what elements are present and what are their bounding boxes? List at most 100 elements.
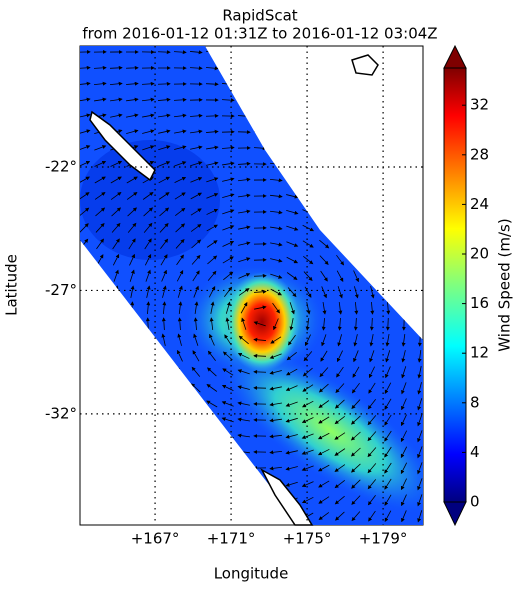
wind-arrow [384, 510, 392, 522]
wind-arrow [417, 462, 423, 475]
wind-arrow [350, 415, 361, 425]
wind-arrow [190, 177, 203, 183]
wind-arrow [80, 223, 89, 233]
wind-arrow [400, 462, 408, 475]
wind-arrow [80, 192, 90, 200]
wind-arrow [238, 257, 251, 263]
wind-arrow [384, 382, 392, 395]
wind-arrow [335, 383, 345, 394]
wind-arrow [385, 334, 390, 347]
wind-arrow [302, 224, 315, 232]
wind-arrow [301, 496, 314, 504]
wind-arrow [192, 270, 200, 282]
wind-arrow [238, 225, 251, 230]
wind-arrow [286, 241, 299, 247]
wind-arrow [302, 367, 313, 377]
wind-arrow [269, 418, 282, 423]
wind-arrow [158, 113, 171, 118]
wind-arrow [285, 481, 298, 487]
wind-arrow [143, 222, 153, 233]
wind-arrow [287, 334, 296, 346]
wind-arrow [400, 446, 408, 459]
wind-arrow [130, 285, 135, 298]
wind-arrow [417, 446, 423, 459]
wind-arrow [368, 510, 376, 522]
wind-arrow [208, 285, 216, 298]
wind-arrow [353, 334, 358, 347]
wind-arrow [238, 335, 249, 345]
wind-arrow [80, 161, 91, 167]
wind-arrow [142, 192, 154, 200]
x-tick-label: +179° [359, 530, 408, 548]
wind-arrow [334, 432, 346, 440]
wind-arrow [354, 286, 359, 299]
wind-arrow [206, 224, 218, 232]
wind-arrow [80, 129, 91, 135]
wind-arrow [80, 113, 91, 118]
wind-arrow [207, 270, 217, 281]
wind-arrow [351, 399, 361, 410]
wind-arrow [318, 512, 330, 521]
wind-arrow [175, 223, 186, 233]
wind-arrow [162, 301, 167, 315]
wind-arrow [317, 432, 330, 440]
wind-arrow [286, 351, 297, 361]
wind-arrow [161, 333, 166, 346]
wind-arrow [354, 301, 359, 315]
wind-arrow [190, 208, 202, 216]
wind-arrow [384, 414, 392, 426]
wind-arrow [225, 301, 231, 314]
wind-arrow [269, 210, 283, 215]
wind-arrow [194, 301, 199, 314]
wind-arrow [417, 510, 423, 523]
wind-arrow [112, 238, 120, 250]
wind-arrow [110, 191, 122, 200]
y-tick-label: -32° [45, 404, 77, 422]
wind-arrow [401, 398, 407, 411]
wind-arrow [177, 317, 182, 331]
wind-arrow [369, 317, 374, 331]
x-tick-label: +171° [207, 530, 256, 548]
wind-arrow [222, 193, 235, 198]
wind-arrow [222, 241, 235, 247]
wind-arrow [401, 366, 407, 379]
wind-arrow [160, 254, 168, 266]
colorbar-tick-label: 24 [470, 195, 489, 213]
wind-arrow [206, 193, 219, 199]
wind-arrow [110, 176, 122, 184]
wind-arrow [319, 367, 329, 378]
wind-arrow [370, 301, 375, 315]
wind-arrow [222, 225, 235, 231]
wind-arrow [160, 238, 169, 250]
x-tick-label: +167° [131, 530, 180, 548]
wind-arrow [80, 207, 90, 217]
wind-arrow [303, 351, 313, 362]
wind-arrow [270, 226, 283, 231]
wind-arrow [269, 353, 282, 359]
wind-arrow [174, 145, 187, 150]
colorbar-tick-label: 4 [470, 443, 480, 461]
wind-arrow [417, 349, 422, 363]
wind-arrow [80, 65, 91, 70]
wind-arrow [318, 383, 329, 393]
wind-arrow [95, 222, 105, 233]
wind-arrow [237, 417, 250, 422]
wind-arrow [351, 463, 361, 473]
wind-arrow [368, 366, 376, 379]
wind-arrow [111, 222, 121, 233]
wind-arrow [193, 333, 199, 346]
wind-arrow [205, 66, 219, 71]
colorbar-extend [443, 501, 467, 527]
wind-arrow [270, 288, 282, 296]
wind-arrow [206, 161, 219, 166]
wind-arrow [111, 207, 122, 217]
wind-arrow [94, 176, 106, 184]
wind-arrow [176, 254, 184, 266]
wind-arrow [238, 209, 251, 214]
wind-arrow [353, 270, 359, 283]
wind-arrow [303, 255, 314, 265]
wind-arrow [128, 238, 136, 250]
wind-arrow [159, 207, 170, 217]
wind-arrow [269, 178, 283, 183]
wind-arrow [318, 400, 330, 408]
